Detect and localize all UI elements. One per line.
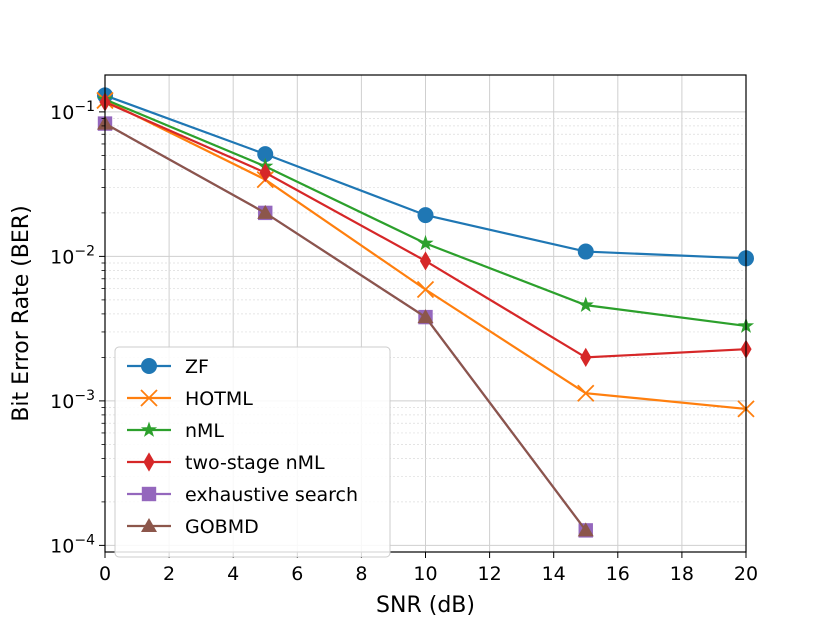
x-axis-label: SNR (dB) xyxy=(376,593,475,618)
legend-marker xyxy=(141,358,157,374)
legend-item: two-stage nML xyxy=(127,452,325,474)
y-tick-label: 10−3 xyxy=(50,388,95,413)
data-point xyxy=(259,163,271,183)
y-tick-label: 10−2 xyxy=(50,243,95,268)
data-point xyxy=(580,347,592,367)
data-point xyxy=(577,243,594,260)
series-hotml xyxy=(96,91,755,418)
legend-box xyxy=(114,346,391,558)
series-line xyxy=(104,122,587,532)
legend-marker xyxy=(143,452,155,472)
legend-item: exhaustive search xyxy=(127,484,358,506)
legend-marker xyxy=(141,486,157,502)
legend-label: HOTML xyxy=(185,388,253,410)
legend-item: ZF xyxy=(127,356,209,378)
legend-label: two-stage nML xyxy=(185,452,325,474)
y-axis: 10−4 10−3 10−2 10−1 xyxy=(50,99,105,557)
y-tick-label: 10−1 xyxy=(50,99,95,124)
x-tick-label: 18 xyxy=(670,563,694,585)
legend-item: HOTML xyxy=(127,388,253,410)
legend-item: GOBMD xyxy=(127,516,259,538)
x-tick-label: 20 xyxy=(734,563,758,585)
data-point xyxy=(416,280,435,299)
series-two-stage-nml xyxy=(99,92,752,367)
x-tick-label: 10 xyxy=(413,563,437,585)
x-tick-label: 8 xyxy=(355,563,367,585)
x-tick-label: 0 xyxy=(99,563,111,585)
legend-label: ZF xyxy=(185,356,209,378)
x-tick-label: 16 xyxy=(606,563,630,585)
data-point xyxy=(417,234,434,251)
legend-marker xyxy=(140,421,158,437)
legend-marker xyxy=(141,518,157,532)
x-tick-label: 12 xyxy=(478,563,502,585)
x-tick-label: 14 xyxy=(542,563,566,585)
legend-label: GOBMD xyxy=(185,516,259,538)
data-point xyxy=(419,251,432,271)
y-axis-label: Bit Error Rate (BER) xyxy=(9,205,34,421)
y-tick-label: 10−4 xyxy=(50,532,95,557)
data-point xyxy=(577,296,594,312)
legend-label: exhaustive search xyxy=(185,484,358,506)
data-point xyxy=(257,204,274,219)
data-point xyxy=(417,309,434,324)
legend-marker xyxy=(140,389,158,407)
x-tick-label: 4 xyxy=(227,563,239,585)
data-point xyxy=(577,384,595,402)
legend-label: nML xyxy=(185,420,224,442)
plot-series xyxy=(96,87,755,538)
x-tick-label: 6 xyxy=(291,563,303,585)
legend-item: nML xyxy=(127,420,224,442)
x-axis: 0 2 4 6 8 10 12 14 16 18 20 xyxy=(99,552,758,585)
series-zf xyxy=(97,87,754,267)
data-point xyxy=(257,146,274,163)
x-tick-label: 2 xyxy=(163,563,175,585)
data-point xyxy=(577,522,594,537)
series-gobmd xyxy=(97,115,594,537)
legend: ZF HOTML nML two-stage nML exhaustive search… xyxy=(114,346,391,558)
data-point xyxy=(417,207,434,224)
